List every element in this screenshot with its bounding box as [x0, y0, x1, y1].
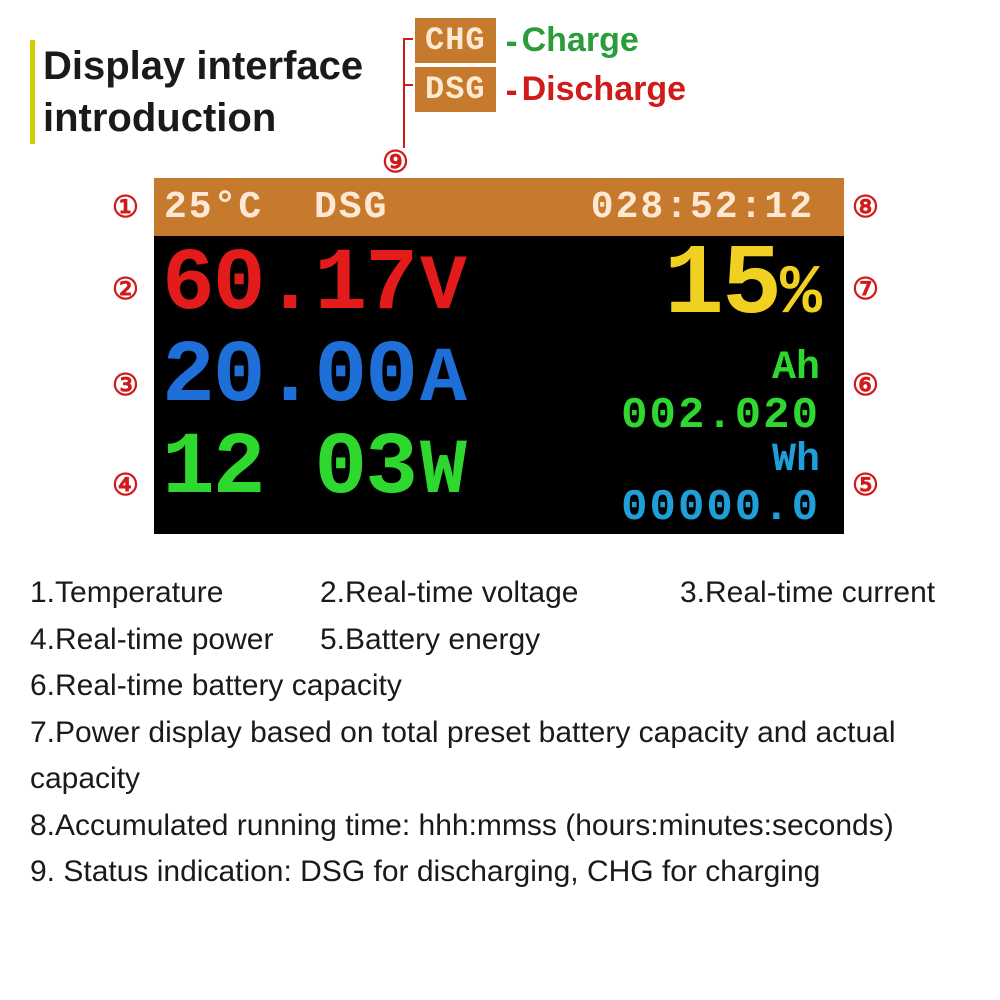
temperature-value: 25°C	[164, 186, 314, 229]
desc-6: 6.Real-time battery capacity	[30, 663, 980, 710]
connector-line	[403, 38, 405, 148]
wh-reading: Wh 00000.0	[621, 438, 820, 533]
status-bar: 25°C DSG 028:52:12	[154, 178, 844, 236]
current-unit: A	[420, 336, 465, 424]
desc-5: 5.Battery energy	[320, 617, 540, 664]
power-unit: W	[420, 428, 465, 516]
current-value: 20.00	[162, 328, 416, 427]
voltage-unit: V	[420, 244, 465, 332]
wh-value: 00000.0	[621, 483, 820, 533]
ah-unit: Ah	[621, 346, 820, 391]
callout-1: ①	[112, 190, 139, 225]
legend-row-discharge: DSG - Discharge	[415, 67, 686, 112]
desc-9: 9. Status indication: DSG for dischargin…	[30, 849, 980, 896]
runtime-value: 028:52:12	[444, 186, 834, 229]
desc-row: 4.Real-time power 5.Battery energy	[30, 617, 980, 664]
wh-unit: Wh	[621, 438, 820, 483]
legend-row-charge: CHG - Charge	[415, 18, 686, 63]
callout-6: ⑥	[852, 368, 879, 403]
percent-unit: %	[780, 255, 820, 334]
title-line-2: introduction	[43, 96, 276, 140]
ah-reading: Ah 002.020	[621, 346, 820, 441]
chg-label: Charge	[522, 21, 639, 60]
page-title: Display interface introduction	[30, 40, 363, 144]
current-reading: 20.00A	[162, 328, 465, 427]
dash-icon: -	[506, 69, 518, 111]
callout-5: ⑤	[852, 468, 879, 503]
lcd-display: 25°C DSG 028:52:12 60.17V 20.00A 12 03W …	[154, 178, 844, 534]
desc-3: 3.Real-time current	[680, 570, 935, 617]
desc-8: 8.Accumulated running time: hhh:mmss (ho…	[30, 803, 980, 850]
voltage-value: 60.17	[162, 236, 416, 335]
title-line-1: Display interface	[43, 44, 363, 88]
callout-2: ②	[112, 272, 139, 307]
power-value: 12 03	[162, 420, 416, 519]
dsg-label: Discharge	[522, 70, 686, 109]
callout-3: ③	[112, 368, 139, 403]
voltage-reading: 60.17V	[162, 236, 465, 335]
chg-chip: CHG	[415, 18, 496, 63]
callout-9: ⑨	[382, 145, 409, 180]
callout-7: ⑦	[852, 272, 879, 307]
desc-2: 2.Real-time voltage	[320, 570, 660, 617]
dsg-chip: DSG	[415, 67, 496, 112]
callout-8: ⑧	[852, 190, 879, 225]
desc-7: 7.Power display based on total preset ba…	[30, 710, 980, 803]
desc-row: 1.Temperature 2.Real-time voltage 3.Real…	[30, 570, 980, 617]
percent-reading: 15%	[664, 230, 820, 343]
legend: CHG - Charge DSG - Discharge	[415, 18, 686, 116]
percent-value: 15	[664, 230, 780, 343]
power-reading: 12 03W	[162, 420, 465, 519]
readings-grid: 60.17V 20.00A 12 03W 15% Ah 002.020 Wh 0…	[154, 236, 844, 534]
description-list: 1.Temperature 2.Real-time voltage 3.Real…	[30, 570, 980, 896]
desc-1: 1.Temperature	[30, 570, 300, 617]
ah-value: 002.020	[621, 391, 820, 441]
callout-4: ④	[112, 468, 139, 503]
dash-icon: -	[506, 20, 518, 62]
desc-4: 4.Real-time power	[30, 617, 320, 664]
mode-value: DSG	[314, 186, 444, 229]
